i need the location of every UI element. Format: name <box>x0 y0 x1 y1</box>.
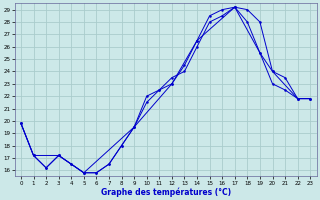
X-axis label: Graphe des températures (°C): Graphe des températures (°C) <box>100 187 231 197</box>
